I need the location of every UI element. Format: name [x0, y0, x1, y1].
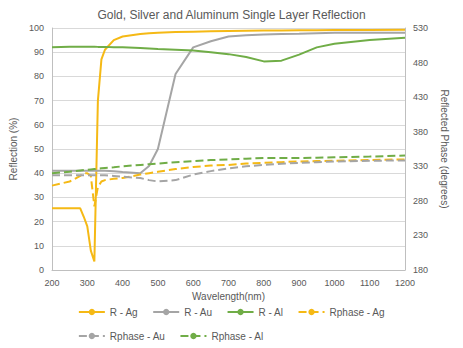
svg-text:900: 900 — [292, 278, 307, 288]
svg-text:40: 40 — [34, 168, 44, 178]
svg-text:400: 400 — [115, 278, 130, 288]
svg-text:R - Au: R - Au — [184, 307, 212, 318]
svg-text:R - Ag: R - Ag — [110, 307, 138, 318]
svg-text:280: 280 — [413, 196, 428, 206]
svg-text:Rphase - Al: Rphase - Al — [211, 331, 263, 342]
svg-text:Reflection (%): Reflection (%) — [8, 118, 19, 181]
svg-text:1100: 1100 — [360, 278, 379, 288]
svg-text:80: 80 — [34, 71, 44, 81]
svg-text:530: 530 — [413, 23, 428, 33]
svg-text:180: 180 — [413, 265, 428, 275]
svg-text:430: 430 — [413, 92, 428, 102]
svg-text:230: 230 — [413, 230, 428, 240]
svg-text:50: 50 — [34, 144, 44, 154]
svg-text:Wavelength(nm): Wavelength(nm) — [192, 291, 265, 302]
svg-text:0: 0 — [39, 265, 44, 275]
svg-text:60: 60 — [34, 120, 44, 130]
svg-text:600: 600 — [186, 278, 201, 288]
svg-text:Rphase - Ag: Rphase - Ag — [330, 307, 385, 318]
svg-text:20: 20 — [34, 217, 44, 227]
svg-text:30: 30 — [34, 192, 44, 202]
svg-text:10: 10 — [34, 241, 44, 251]
svg-text:Rphase - Au: Rphase - Au — [110, 331, 165, 342]
svg-text:1000: 1000 — [324, 278, 344, 288]
svg-text:800: 800 — [256, 278, 271, 288]
svg-text:R - Al: R - Al — [259, 307, 283, 318]
svg-text:100: 100 — [29, 23, 44, 33]
svg-text:500: 500 — [150, 278, 165, 288]
svg-text:90: 90 — [34, 47, 44, 57]
svg-text:480: 480 — [413, 58, 428, 68]
svg-text:300: 300 — [80, 278, 95, 288]
svg-text:200: 200 — [44, 278, 59, 288]
svg-text:70: 70 — [34, 96, 44, 106]
svg-text:700: 700 — [221, 278, 236, 288]
svg-text:Gold, Silver and Aluminum Sing: Gold, Silver and Aluminum Single Layer R… — [97, 8, 365, 22]
svg-text:380: 380 — [413, 127, 428, 137]
svg-text:Reflected Phase (degrees): Reflected Phase (degrees) — [439, 90, 450, 209]
svg-text:1200: 1200 — [395, 278, 415, 288]
svg-text:330: 330 — [413, 161, 428, 171]
